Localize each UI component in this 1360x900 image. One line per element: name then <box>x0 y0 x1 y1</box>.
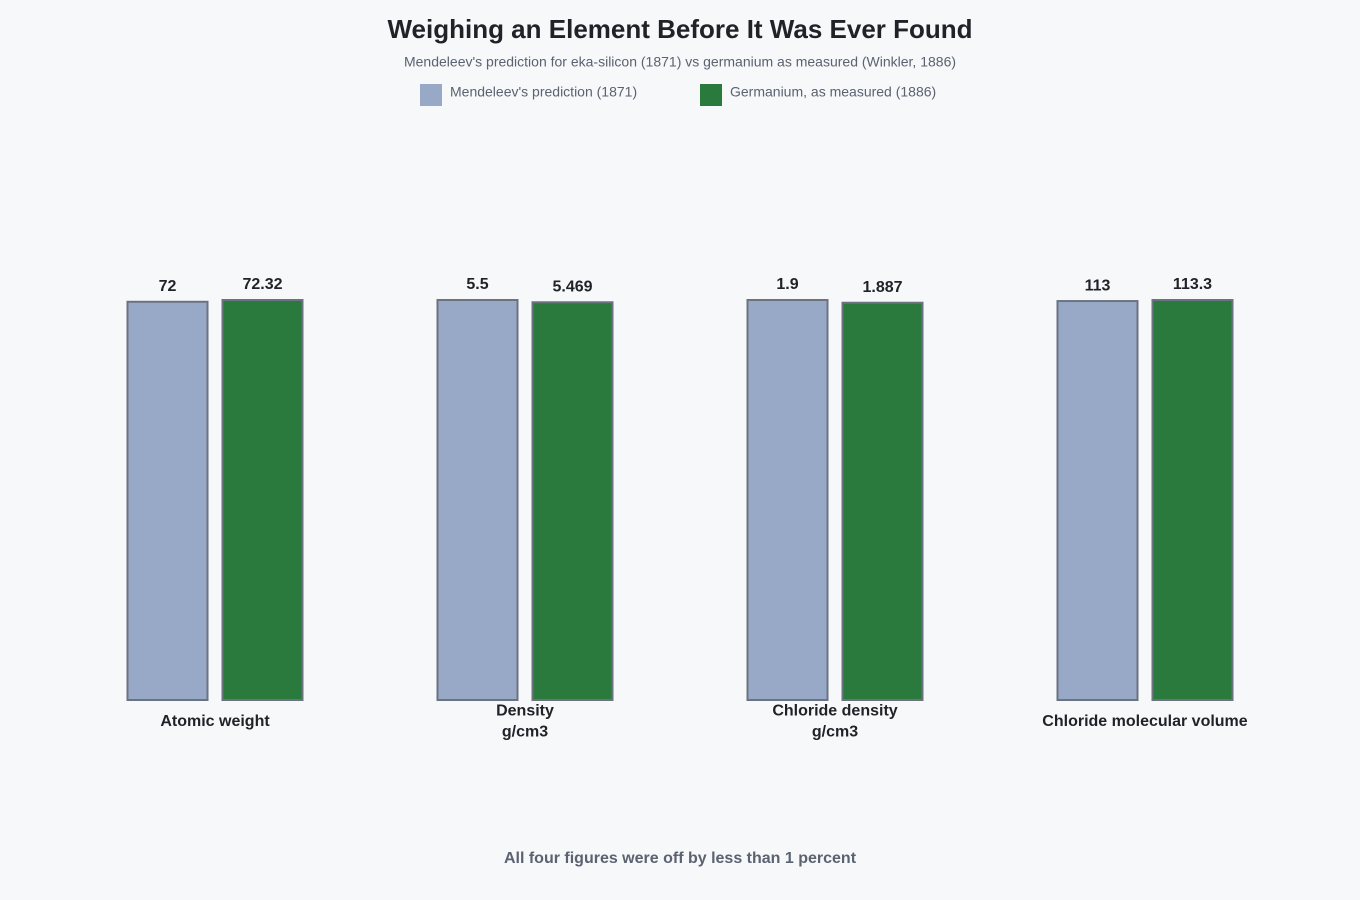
legend-label: Germanium, as measured (1886) <box>730 84 936 100</box>
legend-swatch <box>700 84 722 106</box>
bar <box>1056 300 1139 701</box>
bar <box>531 301 614 701</box>
value-label: 1.887 <box>862 279 902 296</box>
chart-note: All four figures were off by less than 1… <box>504 850 857 867</box>
chart-subtitle: Mendeleev's prediction for eka-silicon (… <box>404 54 956 70</box>
value-label: 5.5 <box>466 276 488 293</box>
value-label: 5.469 <box>552 278 592 295</box>
bar <box>126 300 209 701</box>
value-label: 113 <box>1085 277 1111 294</box>
value-label: 72.32 <box>242 276 282 293</box>
x-tick-label: g/cm3 <box>502 724 548 741</box>
x-tick-label: Atomic weight <box>160 713 270 730</box>
value-label: 113.3 <box>1173 276 1212 293</box>
bar <box>841 301 924 701</box>
value-label: 72 <box>159 278 177 295</box>
legend-label: Mendeleev's prediction (1871) <box>450 84 637 100</box>
legend-swatch <box>420 84 442 106</box>
bar <box>746 299 829 701</box>
bar <box>1151 299 1234 701</box>
bar <box>436 299 519 701</box>
x-tick-label: Chloride molecular volume <box>1042 713 1247 730</box>
value-label: 1.9 <box>776 276 798 293</box>
x-tick-label: g/cm3 <box>812 724 858 741</box>
bar <box>221 299 304 701</box>
x-tick-label: Chloride density <box>772 703 897 720</box>
chart-title: Weighing an Element Before It Was Ever F… <box>387 14 972 44</box>
x-tick-label: Density <box>496 703 554 720</box>
